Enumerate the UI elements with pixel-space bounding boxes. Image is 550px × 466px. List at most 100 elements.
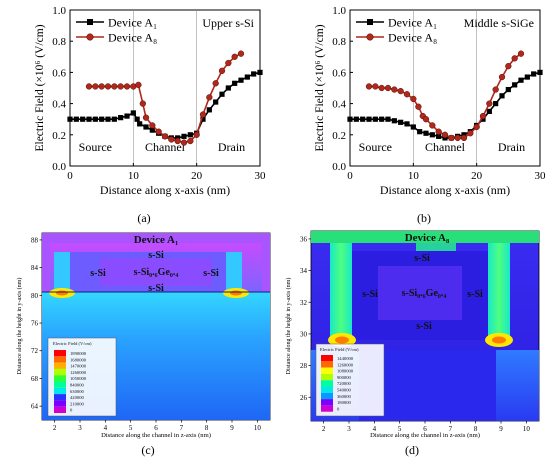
colorbar-2-swatch-0 <box>54 350 66 357</box>
heatmap-2-ytick-label-2: 72 <box>31 347 39 355</box>
heatmap-3-xtick-label-2: 4 <box>373 425 377 433</box>
chart-1-ytick-label-2: 0.4 <box>332 99 346 111</box>
chart-1-series-1-point-23 <box>505 63 512 70</box>
heatmap-c-ticks: 2 3 4 5 6 7 8 9 10 64 68 72 76 80 84 88 <box>31 236 261 432</box>
chart-1-series-0-point-29 <box>531 71 537 77</box>
chart-0-series-0-point-4 <box>92 116 98 122</box>
chart-0-series-1-point-4 <box>111 83 118 90</box>
heatmap-d-left-hotspot-core <box>335 336 349 344</box>
chart-0-xlabel: Distance along x-axis (nm) <box>100 183 230 197</box>
chart-1-series-1-point-19 <box>479 112 487 120</box>
chart-1-series-0-point-2 <box>360 116 366 122</box>
chart-1-series-1-point-3 <box>384 84 392 92</box>
chart-0-series-0-point-26 <box>225 85 231 91</box>
heatmap-2-ytick-label-5: 84 <box>31 264 39 272</box>
chart-1-series-0-point-5 <box>379 116 385 122</box>
colorbar-2-label-0: 1890000 <box>70 351 87 356</box>
heatmap-3-ytick-label-5: 36 <box>300 235 308 243</box>
chart-1-series-0-point-12 <box>423 130 429 136</box>
chart-0-series-0-point-31 <box>257 69 263 75</box>
chart-0-series-1-point-3 <box>104 83 112 90</box>
heatmap-d-left-pillar <box>330 243 352 340</box>
chart-1-legend-label-0: Device A₁ <box>388 16 437 30</box>
heatmap-c-fin-core <box>100 258 212 286</box>
heatmap-3-xtick-label-4: 6 <box>423 425 427 433</box>
colorbar-2-label-8: 210000 <box>70 401 84 406</box>
chart-1-series-0-point-13 <box>429 132 435 138</box>
chart-0-series-1-point-12 <box>155 128 162 135</box>
chart-1-series-1-point-24 <box>511 55 518 62</box>
chart-1-series-0-point-22 <box>486 108 492 114</box>
chart-0-series-1-point-14 <box>168 136 175 143</box>
heatmap-2-xtick-label-8: 10 <box>254 424 262 432</box>
chart-0-series-1-point-21 <box>212 80 219 87</box>
heatmap-d-right-pillar <box>488 243 510 340</box>
chart-0-region-label-2: Drain <box>218 140 245 154</box>
heatmap-3-ytick-label-1: 28 <box>300 362 308 370</box>
heatmap-d-region-top: s-Si <box>414 253 430 264</box>
heatmap-3-xtick-label-6: 8 <box>474 425 478 433</box>
colorbar-2-swatch-7 <box>54 394 66 401</box>
chart-0-xtick-label-0: 0 <box>67 170 73 182</box>
chart-1-series-0-point-9 <box>404 121 410 127</box>
chart-1-series-1-point-12 <box>435 128 442 135</box>
chart-0-series-1-point-24 <box>231 53 238 60</box>
colorbar-3-label-8: 0 <box>337 406 340 411</box>
colorbar-3-swatch-2 <box>321 367 333 374</box>
colorbar-3-swatch-1 <box>321 361 333 368</box>
panel-a-label: (a) <box>137 211 150 225</box>
chart-1-series-0-point-8 <box>398 119 404 125</box>
chart-1-series-1-point-21 <box>492 86 499 93</box>
chart-0-xtick-label-2: 20 <box>191 170 203 182</box>
chart-1-series-1-point-7 <box>410 95 417 103</box>
chart-1-series-1-point-14 <box>448 134 455 142</box>
colorbar-3-label-6: 360000 <box>337 394 351 399</box>
chart-0-series-1-point-9 <box>139 100 146 107</box>
chart-0-series-0-point-23 <box>206 107 212 113</box>
colorbar-2-label-9: 0 <box>70 408 73 413</box>
chart-1-series-0-line <box>350 71 541 139</box>
chart-1-series-0-point-24 <box>499 93 505 99</box>
chart-0-frame <box>69 9 261 167</box>
heatmap-3-ytick-label-0: 26 <box>300 394 308 402</box>
heatmap-d-fin-core <box>378 266 462 320</box>
chart-1-series-1-point-11 <box>429 122 436 129</box>
chart-1-series-0-point-27 <box>518 77 524 83</box>
heatmap-2-xtick-label-7: 9 <box>230 424 234 432</box>
panel-b-label: (b) <box>417 211 431 225</box>
colorbar-2-swatch-5 <box>54 381 66 388</box>
colorbar-2-label-7: 420000 <box>70 395 84 400</box>
panel-b: 0 10 20 30 0.0 0.2 0.4 0.6 0.8 1.0 Distance along … <box>314 5 546 225</box>
chart-0-ytick-label-0: 0.0 <box>52 161 66 173</box>
chart-0-series-0-point-7 <box>111 116 117 122</box>
heatmap-d-center-pillar <box>416 243 456 251</box>
colorbar-2-swatch-3 <box>54 368 66 376</box>
heatmap-d-bottom-right <box>496 350 539 421</box>
chart-1-series-1-point-18 <box>473 123 480 131</box>
heatmap-2-ytick-label-4: 80 <box>31 292 39 300</box>
plot-b-area: 0 10 20 30 0.0 0.2 0.4 0.6 0.8 1.0 Distance along … <box>314 5 546 197</box>
colorbar-2-label-5: 840000 <box>70 383 84 388</box>
chart-1-ytick-label-1: 0.2 <box>332 130 346 142</box>
chart-1-series-1-point-13 <box>441 131 449 138</box>
chart-0-series-0-point-14 <box>149 127 155 133</box>
chart-0-series-0-point-5 <box>99 116 105 122</box>
heatmap-2-xtick-label-5: 7 <box>180 424 184 432</box>
heatmap-2-xtick-label-3: 5 <box>129 424 133 432</box>
heatmap-3-ytick-label-3: 32 <box>300 299 308 307</box>
chart-0-series-1-point-0 <box>85 83 93 90</box>
colorbar-2-label-4: 1050000 <box>70 376 87 381</box>
chart-1-series-1-point-0 <box>365 83 373 90</box>
chart-0-series-0-point-19 <box>181 133 187 139</box>
heatmap-c-title: Device A₁ <box>134 234 179 246</box>
chart-0-series-1-point-23 <box>225 59 232 67</box>
chart-1-series-1-point-2 <box>378 84 385 92</box>
panel-c-label: (c) <box>141 443 154 457</box>
chart-0-series-0-point-2 <box>80 116 86 122</box>
chart-0-series-1-point-5 <box>117 83 124 90</box>
chart-1-series-0-point-1 <box>353 116 359 122</box>
heatmap-c-ylabel: Distance along the height in y-axis (nm) <box>16 278 23 375</box>
chart-1-series-0-point-25 <box>505 86 511 93</box>
